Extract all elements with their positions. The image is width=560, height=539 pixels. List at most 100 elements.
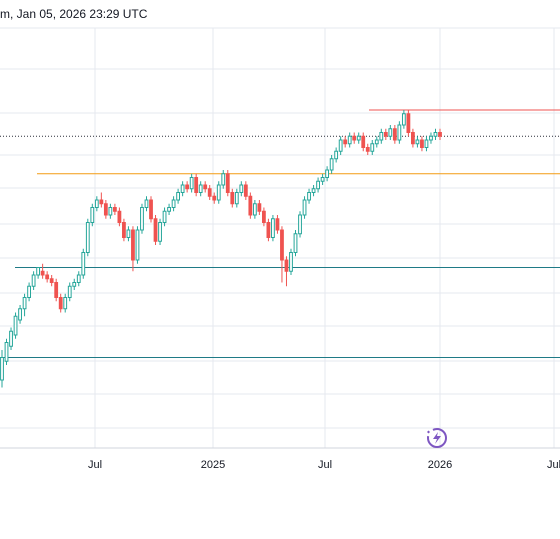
candle[interactable] [4,338,9,365]
candle[interactable] [203,181,208,193]
candle[interactable] [31,271,36,290]
lightning-sparkle-icon[interactable] [427,428,447,448]
candle[interactable] [316,177,320,193]
candle[interactable] [144,196,149,212]
candle[interactable] [266,218,271,242]
candle[interactable] [329,155,334,174]
candle[interactable] [171,196,176,212]
candle[interactable] [379,128,384,144]
candle[interactable] [356,132,361,144]
candle[interactable] [85,218,90,257]
candle[interactable] [343,136,348,148]
candle[interactable] [22,293,27,317]
candle[interactable] [221,170,226,189]
candle[interactable] [13,312,18,339]
candle[interactable] [429,132,433,144]
candle[interactable] [0,350,4,388]
candle[interactable] [40,263,45,279]
candle[interactable] [374,136,379,148]
candle[interactable] [49,275,54,287]
candle[interactable] [225,170,230,197]
candle[interactable] [180,181,185,197]
candle[interactable] [284,256,289,287]
candle[interactable] [347,132,352,148]
candle[interactable] [131,226,135,272]
candle[interactable] [280,226,284,283]
candle[interactable] [397,121,402,144]
candle[interactable] [248,192,253,219]
candle[interactable] [275,215,280,234]
candle[interactable] [90,203,95,227]
candle[interactable] [94,196,99,212]
candle[interactable] [135,226,140,264]
candle[interactable] [252,200,257,219]
candle[interactable] [126,226,131,242]
candle[interactable] [149,196,153,223]
candle[interactable] [411,128,415,148]
candle[interactable] [365,143,370,155]
candle[interactable] [289,248,293,275]
candle[interactable] [99,192,104,208]
candle[interactable] [383,128,388,140]
candle[interactable] [153,215,158,245]
candle[interactable] [36,267,41,279]
candle[interactable] [334,147,339,163]
candle[interactable] [239,181,244,197]
candle[interactable] [176,188,181,204]
candle[interactable] [307,188,311,204]
candle[interactable] [230,188,235,208]
candle[interactable] [140,203,144,234]
candle[interactable] [311,185,316,197]
candle[interactable] [433,128,438,140]
candle[interactable] [54,278,59,302]
candle[interactable] [216,181,221,204]
candle[interactable] [198,181,203,197]
candle[interactable] [243,181,248,200]
candle[interactable] [302,196,307,219]
candle[interactable] [293,230,298,257]
candle[interactable] [158,218,162,245]
candle[interactable] [67,282,72,302]
candle[interactable] [415,136,420,148]
candle[interactable] [167,203,171,215]
candle[interactable] [234,188,239,208]
candle[interactable] [370,140,375,155]
candle[interactable] [207,185,212,200]
candle[interactable] [72,278,77,290]
candle[interactable] [58,293,63,313]
candle[interactable] [9,327,13,351]
candle[interactable] [320,173,325,185]
candle[interactable] [406,110,411,137]
candle[interactable] [392,125,397,144]
candle[interactable] [185,181,190,193]
candle[interactable] [76,271,81,287]
candle[interactable] [45,271,50,283]
candle[interactable] [108,203,113,219]
candle[interactable] [298,211,302,238]
candle[interactable] [271,215,275,242]
candle[interactable] [338,136,343,155]
candle[interactable] [27,282,31,302]
candle[interactable] [189,173,194,193]
candle[interactable] [420,136,424,152]
candle[interactable] [325,166,330,182]
candle[interactable] [424,136,429,152]
candle[interactable] [212,192,217,204]
candle[interactable] [388,125,393,140]
candle[interactable] [63,293,68,313]
candle[interactable] [81,248,86,279]
candle[interactable] [438,128,442,140]
candle[interactable] [18,305,22,324]
candle[interactable] [361,132,366,152]
candle[interactable] [117,207,122,227]
candle[interactable] [257,200,262,215]
candle[interactable] [162,207,167,227]
candle[interactable] [352,132,357,144]
candle[interactable] [401,110,406,129]
candle[interactable] [194,173,199,197]
candle[interactable] [103,200,108,219]
candle[interactable] [112,203,117,215]
candle[interactable] [122,218,126,242]
candle[interactable] [261,207,266,227]
